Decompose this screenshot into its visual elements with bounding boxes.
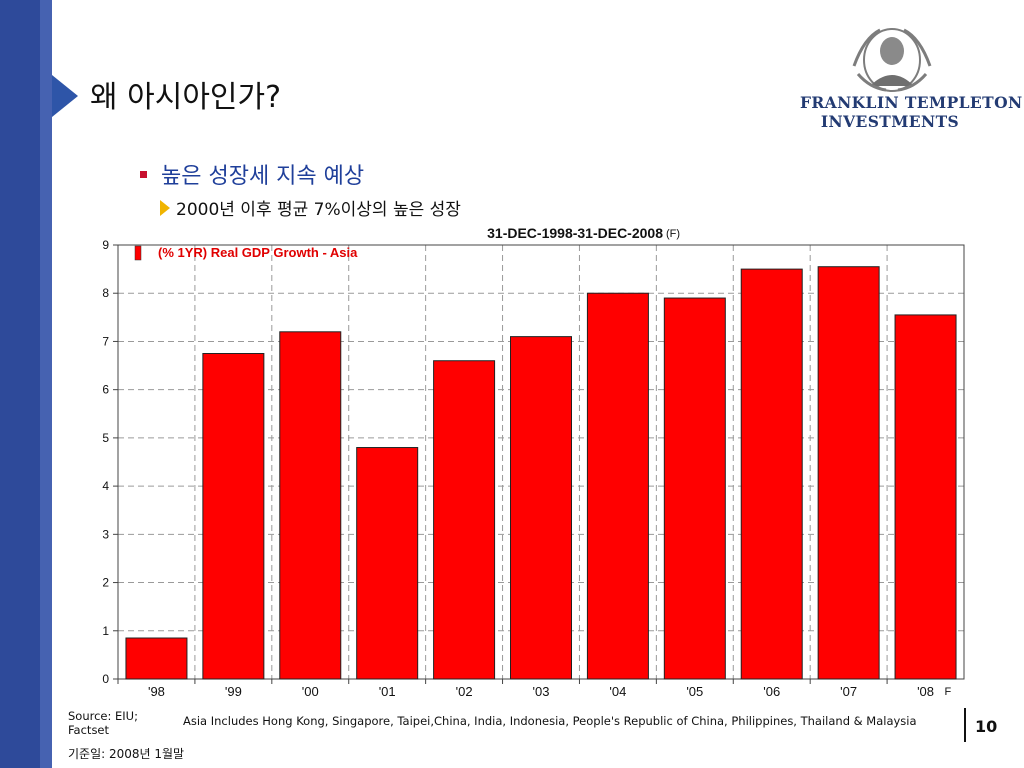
x-tick-label: '07 bbox=[840, 684, 857, 699]
bar bbox=[125, 637, 188, 680]
bar bbox=[740, 268, 803, 680]
y-tick-label: 6 bbox=[102, 383, 109, 397]
chart-title: 31-DEC-1998-31-DEC-2008 bbox=[487, 225, 663, 241]
x-tick-label: '04 bbox=[609, 684, 626, 699]
arrow-bullet-icon bbox=[160, 200, 170, 216]
bullet-level1-text: 높은 성장세 지속 예상 bbox=[161, 164, 365, 189]
slide-title: 왜 아시아인가? bbox=[90, 80, 282, 115]
bar bbox=[817, 266, 880, 680]
bar bbox=[202, 353, 265, 680]
page-number: 10 bbox=[975, 717, 998, 736]
source-note: Source: EIU; Factset bbox=[68, 709, 138, 737]
left-band-highlight bbox=[40, 0, 52, 768]
franklin-portrait-icon bbox=[852, 28, 932, 92]
bar bbox=[279, 331, 342, 680]
square-bullet-icon bbox=[140, 170, 147, 178]
bar bbox=[433, 360, 496, 680]
bullet-level2-text: 2000년 이후 평균 7%이상의 높은 성장 bbox=[176, 200, 461, 220]
x-tick-label: '05 bbox=[686, 684, 703, 699]
bar bbox=[356, 447, 419, 680]
logo-text-line2: INVESTMENTS bbox=[820, 112, 960, 131]
bar bbox=[894, 314, 957, 680]
bullet-level1: 높은 성장세 지속 예상 bbox=[140, 158, 364, 190]
x-tick-label: '06 bbox=[763, 684, 780, 699]
title-arrow-icon bbox=[52, 75, 78, 117]
x-tick-label: '01 bbox=[379, 684, 396, 699]
x-tick-label: '00 bbox=[302, 684, 319, 699]
y-tick-label: 4 bbox=[102, 479, 109, 493]
y-tick-label: 9 bbox=[102, 238, 109, 252]
y-tick-label: 3 bbox=[102, 527, 109, 541]
x-tick-label: '02 bbox=[456, 684, 473, 699]
logo-text-line1: FRANKLIN TEMPLETON bbox=[800, 93, 1023, 112]
legend-label: (% 1YR) Real GDP Growth - Asia bbox=[158, 245, 358, 260]
x-tick-label: '08 bbox=[917, 684, 934, 699]
x-tick-label: '03 bbox=[533, 684, 550, 699]
franklin-templeton-logo: FRANKLIN TEMPLETON INVESTMENTS bbox=[800, 20, 1023, 132]
reference-date: 기준일: 2008년 1월말 bbox=[68, 747, 185, 761]
y-tick-label: 0 bbox=[102, 672, 109, 686]
page-number-divider bbox=[964, 708, 966, 742]
y-tick-label: 7 bbox=[102, 334, 109, 348]
chart-title-suffix: (F) bbox=[666, 228, 680, 240]
bar bbox=[586, 292, 649, 680]
bar bbox=[663, 297, 726, 680]
y-tick-label: 2 bbox=[102, 576, 109, 590]
bullet-level2: 2000년 이후 평균 7%이상의 높은 성장 bbox=[160, 195, 461, 220]
y-tick-label: 5 bbox=[102, 431, 109, 445]
y-tick-label: 8 bbox=[102, 286, 109, 300]
region-note: Asia Includes Hong Kong, Singapore, Taip… bbox=[183, 714, 917, 728]
legend-swatch bbox=[134, 245, 142, 261]
x-tick-label-suffix: F bbox=[945, 686, 952, 698]
bar bbox=[510, 336, 572, 680]
y-tick-label: 1 bbox=[102, 624, 109, 638]
x-tick-label: '98 bbox=[148, 684, 165, 699]
x-tick-label: '99 bbox=[225, 684, 242, 699]
